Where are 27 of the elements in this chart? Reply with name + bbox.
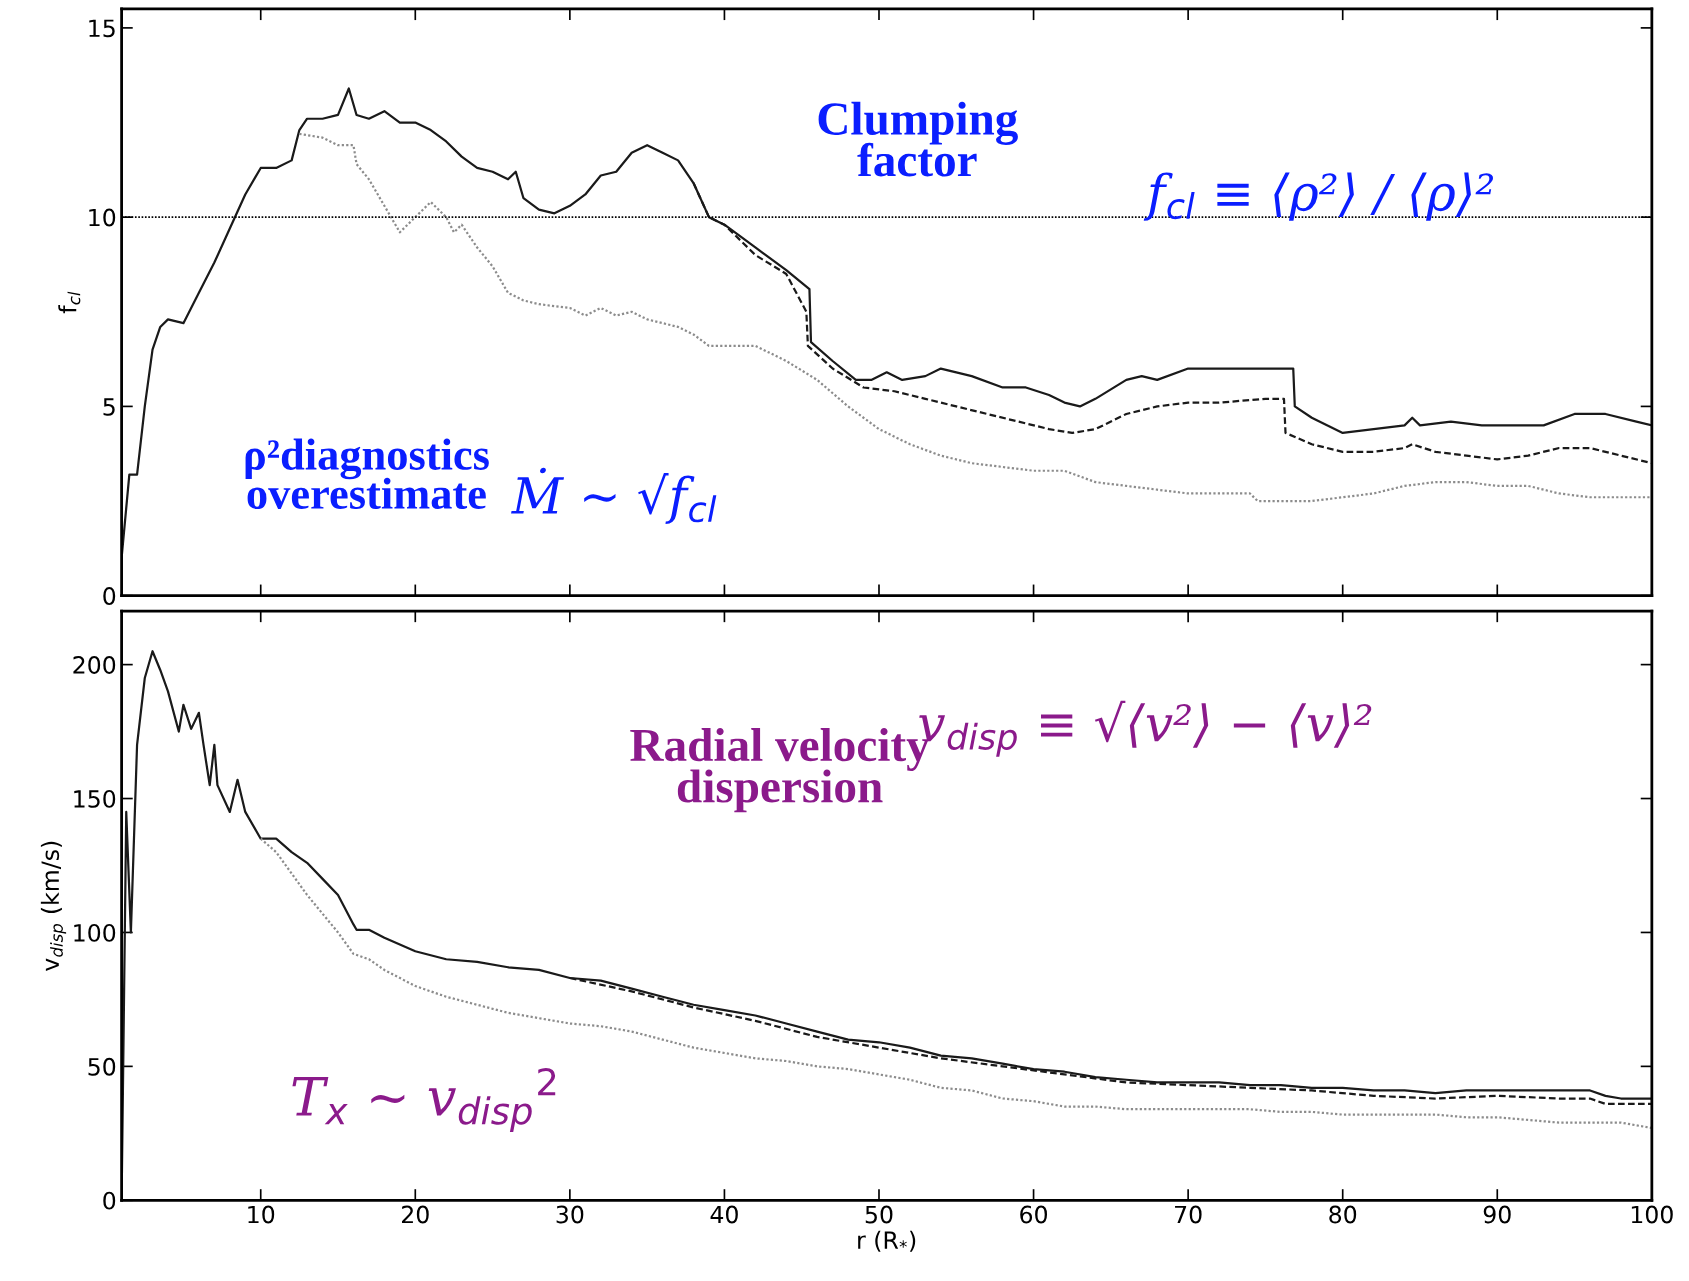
x-tick-label: 30 [556, 1205, 584, 1224]
x-tick-label: 20 [402, 1205, 429, 1224]
x-tick-label: 70 [1175, 1205, 1202, 1224]
y-axis-title: f$_{cl}$ [58, 291, 81, 314]
y-tick-label: 0 [103, 587, 116, 605]
y-tick-label: 15 [89, 19, 115, 38]
y-tick-label: 5 [103, 398, 115, 416]
y-tick-label: 200 [73, 656, 116, 674]
x-tick-label: 60 [1020, 1205, 1048, 1224]
y-tick-label: 10 [89, 208, 116, 227]
x-tick-label: 40 [710, 1205, 738, 1224]
y-tick-label: 100 [74, 923, 116, 942]
x-tick-label: 90 [1483, 1205, 1511, 1224]
y-tick-label: 150 [74, 789, 116, 808]
annotation: f$_{cl}$ ≡ ⟨ρ²⟩ / ⟨ρ⟩² [1143, 172, 1494, 221]
y-tick-label: 50 [88, 1057, 116, 1076]
annotation: T$_{x}$ ~ v$_{disp}$$^{2}$ [292, 1067, 556, 1132]
annotation: Clumping factor [818, 101, 1018, 177]
y-tick-label: 0 [103, 1191, 116, 1210]
x-tick-label: 80 [1329, 1205, 1357, 1224]
x-tick-label: 100 [1631, 1205, 1673, 1224]
x-axis-title: r (R$_{*}$) [858, 1230, 916, 1252]
x-tick-label: 10 [248, 1205, 275, 1224]
x-tick-label: 50 [865, 1205, 893, 1224]
annotation: Ṁ ~ √f$_{cl}$ [511, 467, 717, 525]
y-axis-title: v$_{disp}$ (km/s) [40, 841, 67, 971]
annotation: ρ²diagnostics overestimate [245, 438, 489, 510]
